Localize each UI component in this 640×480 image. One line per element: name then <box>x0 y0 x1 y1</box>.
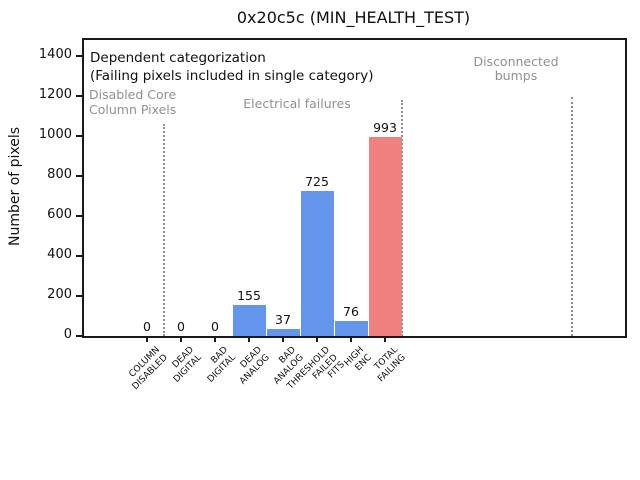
separator-dotted-line <box>401 100 403 336</box>
y-tick-label: 400 <box>47 247 72 262</box>
y-tick-mark <box>76 175 82 177</box>
bar <box>334 321 368 336</box>
annotation-disconnected-bumps: Disconnected bumps <box>473 54 559 83</box>
x-tick-mark <box>384 338 386 342</box>
x-tick-mark <box>248 338 250 342</box>
plot-area: Dependent categorization (Failing pixels… <box>39 38 627 392</box>
x-tick-label: BAD DIGITAL <box>205 345 238 385</box>
y-tick-mark <box>76 335 82 337</box>
annotation-electrical-failures: Electrical failures <box>243 96 351 111</box>
bar-value-label: 725 <box>305 174 329 189</box>
bar-value-label: 0 <box>177 319 185 334</box>
y-tick-label: 1000 <box>38 127 72 142</box>
bar <box>266 329 300 336</box>
y-tick-label: 1200 <box>38 87 72 102</box>
bar <box>368 137 402 336</box>
bar <box>232 305 266 336</box>
y-tick-mark <box>76 255 82 257</box>
x-tick-mark <box>316 338 318 342</box>
x-tick-label: COLUMN DISABLED <box>127 345 170 392</box>
y-tick-mark <box>76 135 82 137</box>
y-tick-label: 1400 <box>38 47 72 62</box>
annotation-disabled-core-column-pixels: Disabled Core Column Pixels <box>89 87 177 117</box>
bar-value-label: 993 <box>373 120 397 135</box>
y-tick-label: 200 <box>47 287 72 302</box>
x-tick-mark <box>146 338 148 342</box>
bar <box>300 191 334 336</box>
separator-dotted-line <box>163 124 165 336</box>
x-tick-mark <box>214 338 216 342</box>
annotation-dependent-categorization: Dependent categorization (Failing pixels… <box>90 50 374 84</box>
x-tick-label: TOTAL FAILING <box>372 345 408 384</box>
bar-value-label: 76 <box>343 304 359 319</box>
bar-value-label: 0 <box>211 319 219 334</box>
x-tick-mark <box>282 338 284 342</box>
chart-title: 0x20c5c (MIN_HEALTH_TEST) <box>236 8 471 27</box>
bar-value-label: 37 <box>275 312 291 327</box>
x-tick-mark <box>180 338 182 342</box>
x-tick-label: HIGH ENC <box>342 345 374 373</box>
x-tick-mark <box>350 338 352 342</box>
y-tick-label: 800 <box>47 167 72 182</box>
y-tick-label: 0 <box>63 327 72 342</box>
bar-value-label: 155 <box>237 288 261 303</box>
bar-value-label: 0 <box>143 319 151 334</box>
y-tick-mark <box>76 295 82 297</box>
x-tick-label: DEAD DIGITAL <box>170 345 204 385</box>
x-tick-label: DEAD ANALOG <box>237 345 272 387</box>
separator-dotted-line <box>571 97 573 336</box>
y-tick-mark <box>76 55 82 57</box>
y-tick-mark <box>76 95 82 97</box>
y-tick-mark <box>76 215 82 217</box>
y-tick-label: 600 <box>47 207 72 222</box>
